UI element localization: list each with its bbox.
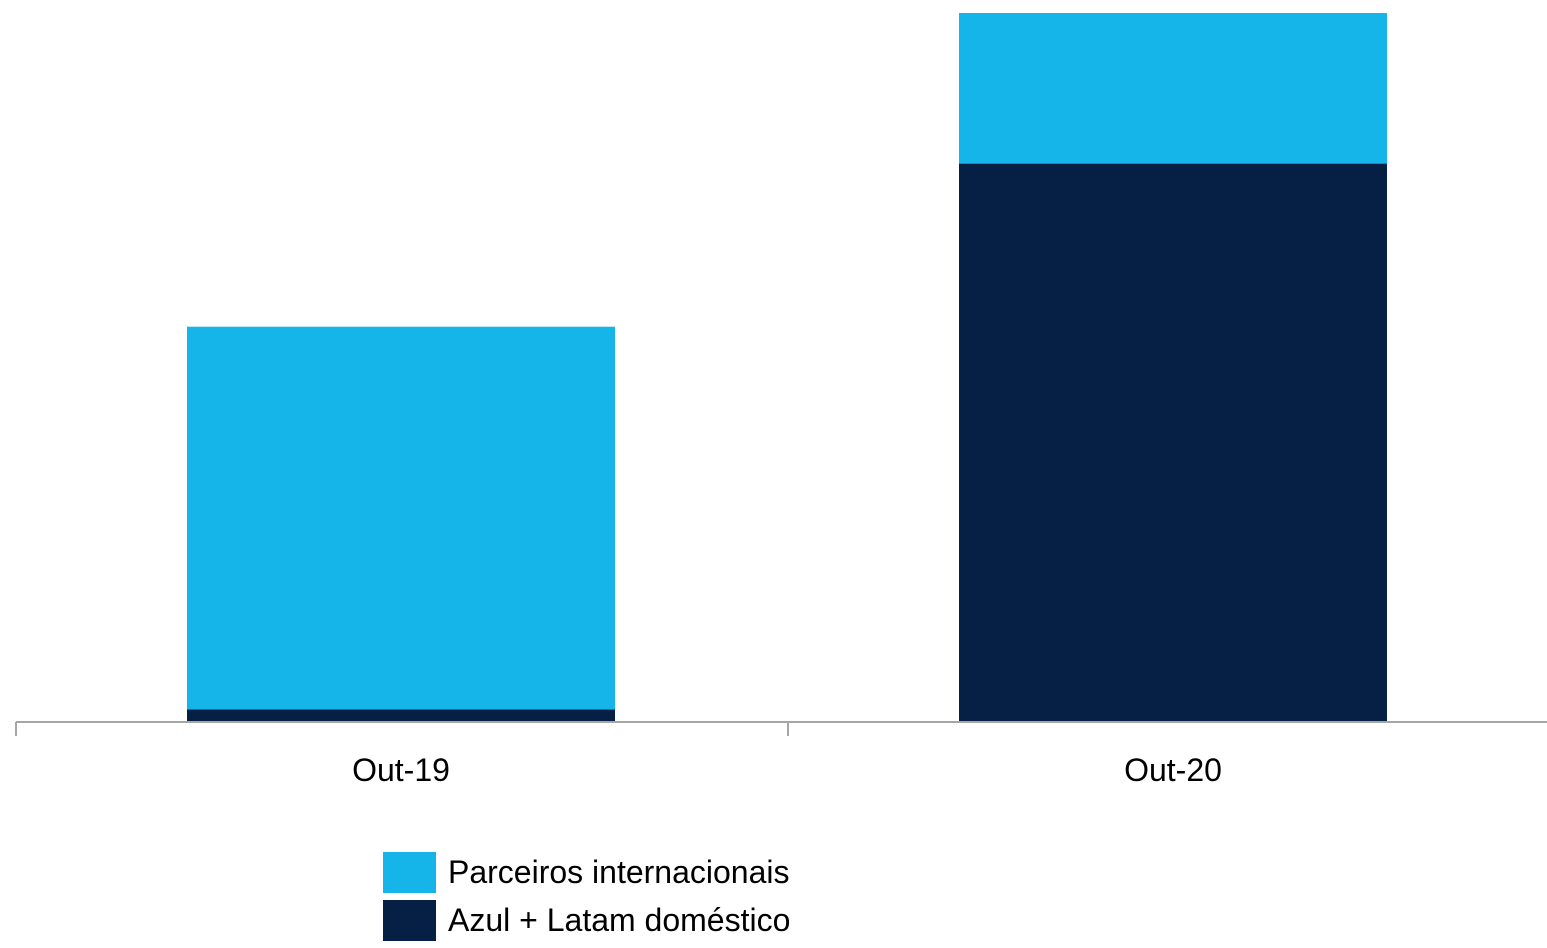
legend-label-parceiros-internacionais: Parceiros internacionais bbox=[448, 854, 790, 890]
legend-swatch-azul-latam-domestico bbox=[383, 900, 436, 941]
bars-group bbox=[187, 13, 1387, 722]
legend-swatch-parceiros-internacionais bbox=[383, 852, 436, 893]
bar-azul-latam-domestico-out-19 bbox=[187, 709, 615, 722]
x-tick-label-out-19: Out-19 bbox=[352, 752, 450, 788]
legend-label-azul-latam-domestico: Azul + Latam doméstico bbox=[448, 902, 791, 938]
bar-parceiros-internacionais-out-19 bbox=[187, 326, 615, 710]
bar-parceiros-internacionais-out-20 bbox=[959, 13, 1387, 164]
x-tick-label-out-20: Out-20 bbox=[1124, 752, 1222, 788]
stacked-bar-chart: Out-19 Out-20 bbox=[15, 13, 1547, 788]
bar-azul-latam-domestico-out-20 bbox=[959, 163, 1387, 722]
